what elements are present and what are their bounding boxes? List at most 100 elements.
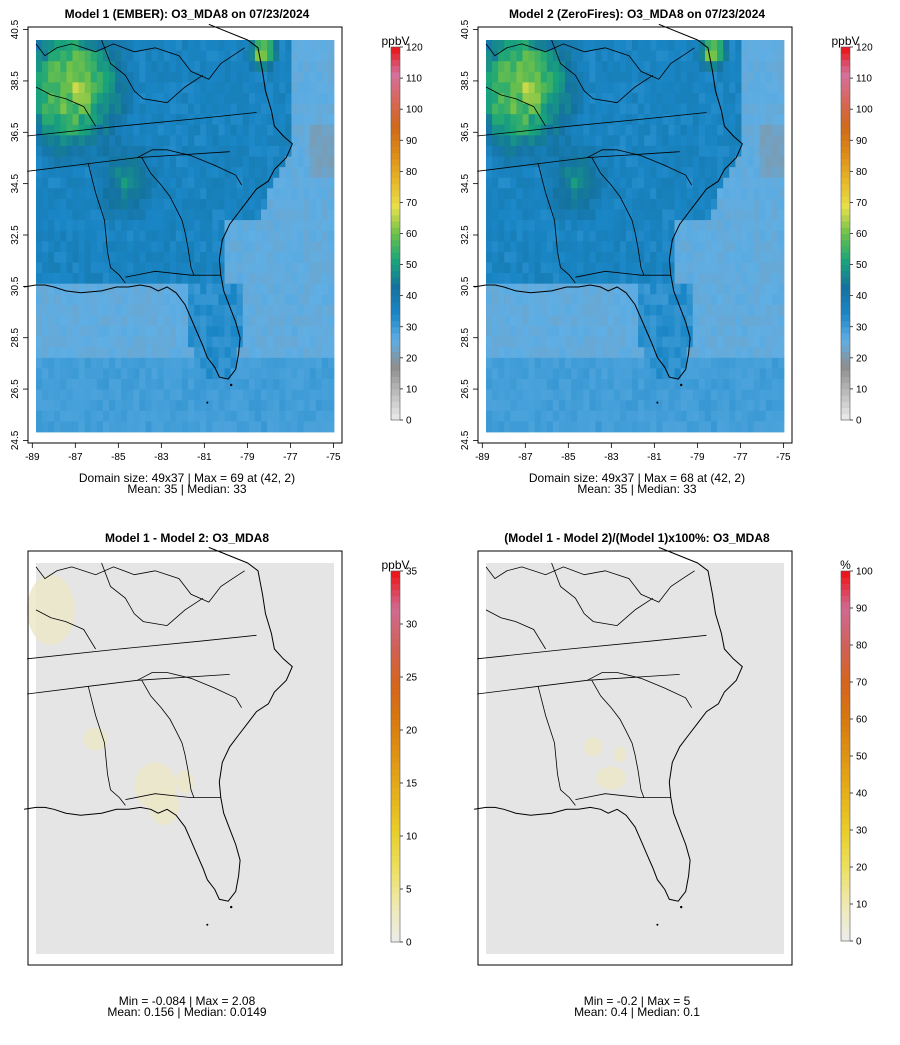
grid-cell (546, 283, 554, 295)
grid-cell (638, 82, 645, 94)
grid-cell (309, 156, 317, 168)
grid-cell (115, 410, 122, 422)
grid-cell (309, 209, 317, 221)
grid-cell (777, 326, 785, 338)
grid-cell (686, 241, 694, 253)
grid-cell (200, 188, 207, 200)
grid-cell (741, 114, 748, 126)
grid-cell (230, 283, 238, 295)
grid-cell (321, 50, 329, 62)
grid-cell (668, 124, 675, 136)
grid-cell (711, 124, 718, 136)
grid-cell (619, 421, 627, 433)
grid-cell (577, 410, 584, 422)
grid-cell (48, 156, 55, 168)
grid-cell (625, 294, 633, 306)
grid-cell (777, 315, 785, 327)
grid-cell (662, 315, 669, 327)
grid-cell (516, 379, 523, 391)
grid-cell (516, 50, 523, 62)
state-boundary (591, 680, 645, 798)
grid-cell (729, 410, 736, 422)
grid-cell (309, 389, 317, 401)
grid-cell (589, 315, 596, 327)
grid-cell (303, 315, 311, 327)
grid-cell (607, 400, 615, 412)
grid-cell (546, 294, 554, 306)
grid-cell (66, 368, 73, 380)
grid-cell (127, 188, 134, 200)
grid-cell (291, 315, 298, 327)
state-boundary (35, 86, 96, 127)
grid-cell (522, 124, 529, 136)
grid-cell (285, 273, 292, 285)
grid-cell (522, 209, 529, 221)
grid-cell (777, 283, 785, 295)
grid-cell (631, 251, 639, 263)
grid-cell (595, 230, 602, 242)
grid-cell (735, 315, 742, 327)
grid-cell (163, 209, 171, 221)
grid-cell (765, 50, 773, 62)
grid-cell (145, 124, 152, 136)
grid-cell (747, 368, 754, 380)
grid-cell (753, 103, 761, 115)
grid-cell (236, 209, 244, 221)
panel-stats-line: Mean: 0.156 | Median: 0.0149 (107, 1005, 267, 1019)
grid-cell (747, 262, 754, 274)
grid-cell (42, 124, 49, 136)
grid-cell (151, 71, 159, 83)
colorbar-band (841, 59, 850, 67)
grid-cell (285, 400, 292, 412)
grid-cell (546, 421, 554, 433)
coastline (24, 23, 293, 380)
grid-cell (303, 135, 311, 147)
grid-cell (200, 400, 207, 412)
grid-cell (668, 188, 675, 200)
colorbar-band (841, 934, 850, 942)
grid-cell (54, 71, 61, 83)
grid-cell (735, 103, 742, 115)
grid-cell (644, 40, 651, 51)
grid-cell (54, 410, 61, 422)
colorbar-band (391, 252, 400, 259)
grid-cell (704, 145, 712, 157)
grid-cell (759, 188, 767, 200)
grid-cell (571, 283, 578, 295)
grid-cell (327, 357, 335, 369)
grid-cell (540, 188, 548, 200)
grid-cell (127, 209, 134, 221)
grid-cell (36, 368, 43, 380)
grid-cell (261, 135, 268, 147)
grid-cell (583, 251, 590, 263)
difference-blob (596, 766, 627, 790)
grid-cell (84, 304, 92, 316)
grid-cell (48, 410, 55, 422)
state-boundary (537, 686, 576, 806)
grid-cell (741, 400, 748, 412)
colorbar-band (841, 786, 850, 794)
grid-cell (631, 50, 639, 62)
grid-cell (218, 262, 225, 274)
grid-cell (230, 114, 238, 126)
grid-cell (121, 188, 128, 200)
grid-cell (698, 71, 706, 83)
colorbar-tick-label: 0 (856, 416, 862, 427)
grid-cell (285, 230, 292, 242)
grid-cell (327, 368, 335, 380)
grid-cell (662, 103, 669, 115)
grid-cell (121, 114, 128, 126)
grid-cell (528, 421, 536, 433)
grid-cell (72, 421, 79, 433)
grid-cell (279, 410, 286, 422)
grid-cell (534, 389, 542, 401)
grid-cell (704, 82, 712, 94)
grid-cell (717, 209, 724, 221)
grid-cell (291, 283, 298, 295)
grid-cell (692, 273, 700, 285)
grid-cell (565, 198, 572, 210)
grid-cell (188, 209, 195, 221)
grid-cell (777, 71, 785, 83)
grid-cell (698, 220, 706, 232)
grid-cell (218, 357, 225, 369)
